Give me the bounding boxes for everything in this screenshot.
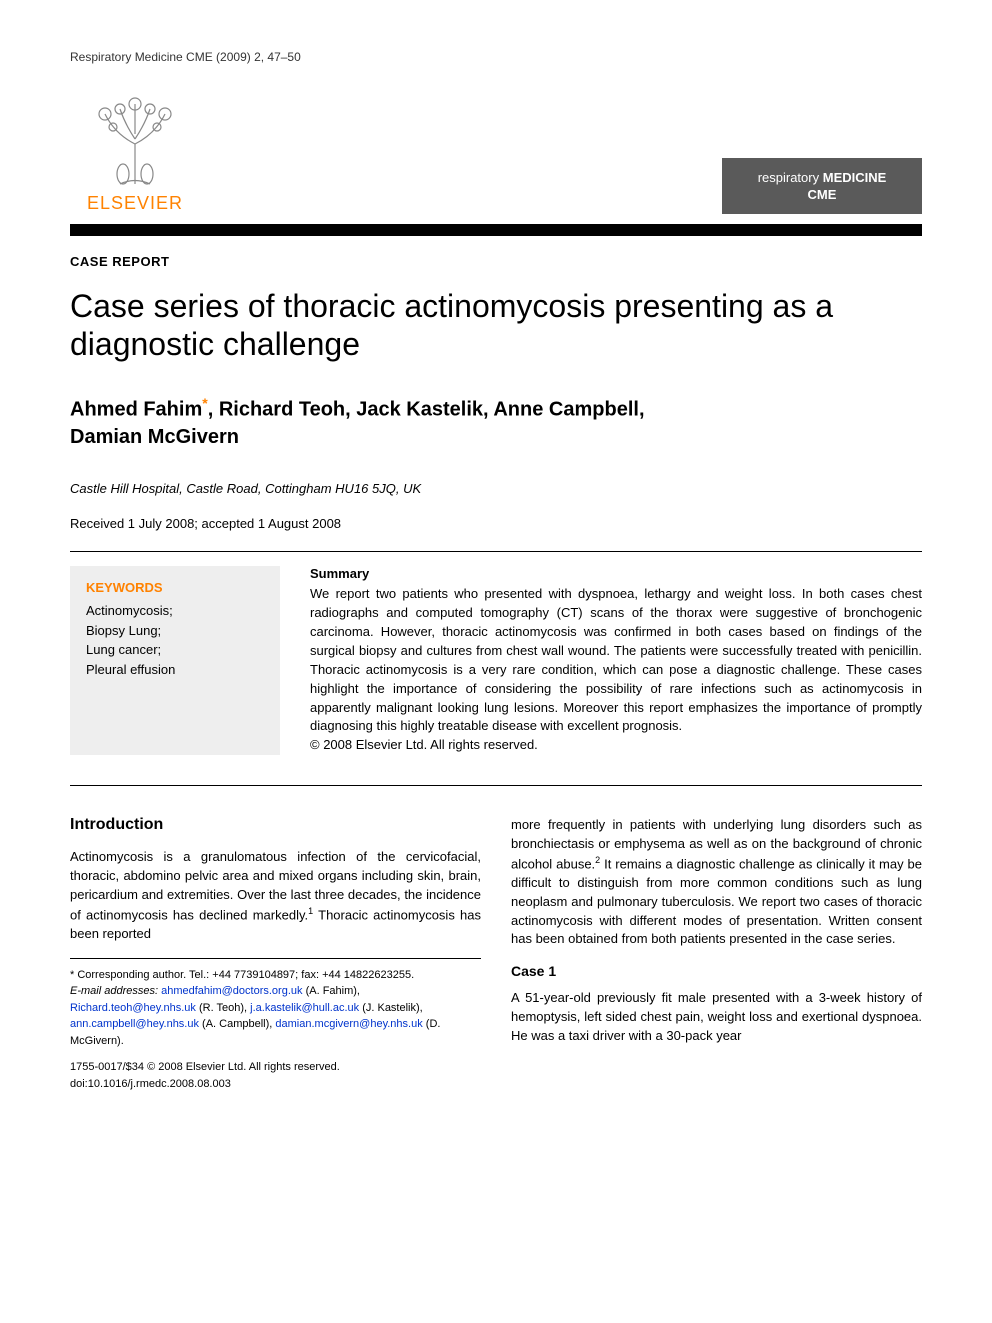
thick-rule bbox=[70, 224, 922, 236]
keyword-item: Pleural effusion bbox=[86, 660, 264, 680]
email-who: (R. Teoh), bbox=[199, 1002, 247, 1014]
article-dates: Received 1 July 2008; accepted 1 August … bbox=[70, 516, 922, 531]
summary-body: We report two patients who presented wit… bbox=[310, 586, 922, 733]
elsevier-tree-icon bbox=[85, 89, 185, 189]
journal-badge-cme: CME bbox=[742, 187, 902, 202]
left-column: Introduction Actinomycosis is a granulom… bbox=[70, 816, 481, 1092]
issn-line: 1755-0017/$34 © 2008 Elsevier Ltd. All r… bbox=[70, 1059, 481, 1076]
email-link[interactable]: j.a.kastelik@hull.ac.uk bbox=[250, 1002, 359, 1014]
corresponding-footnote: * Corresponding author. Tel.: +44 773910… bbox=[70, 967, 481, 984]
journal-badge-light: respiratory bbox=[758, 170, 819, 185]
email-link[interactable]: ahmedfahim@doctors.org.uk bbox=[161, 985, 302, 997]
keywords-box: KEYWORDS Actinomycosis; Biopsy Lung; Lun… bbox=[70, 566, 280, 755]
keyword-item: Lung cancer; bbox=[86, 640, 264, 660]
case1-paragraph: A 51-year-old previously fit male presen… bbox=[511, 989, 922, 1046]
email-link[interactable]: Richard.teoh@hey.nhs.uk bbox=[70, 1002, 196, 1014]
email-who: (A. Fahim), bbox=[306, 985, 360, 997]
affiliation: Castle Hill Hospital, Castle Road, Cotti… bbox=[70, 481, 922, 496]
keyword-item: Biopsy Lung; bbox=[86, 621, 264, 641]
email-label: E-mail addresses: bbox=[70, 985, 158, 997]
author-primary: Ahmed Fahim bbox=[70, 398, 202, 420]
case1-heading: Case 1 bbox=[511, 963, 922, 979]
running-header: Respiratory Medicine CME (2009) 2, 47–50 bbox=[70, 50, 922, 64]
email-who: (A. Campbell), bbox=[202, 1018, 272, 1030]
doi-line: doi:10.1016/j.rmedc.2008.08.003 bbox=[70, 1076, 481, 1093]
abstract-row: KEYWORDS Actinomycosis; Biopsy Lung; Lun… bbox=[70, 566, 922, 755]
summary-copyright: © 2008 Elsevier Ltd. All rights reserved… bbox=[310, 737, 538, 752]
publisher-name: ELSEVIER bbox=[87, 193, 183, 214]
authors-rest-2: Damian McGivern bbox=[70, 426, 239, 448]
summary-column: Summary We report two patients who prese… bbox=[310, 566, 922, 755]
summary-text: We report two patients who presented wit… bbox=[310, 585, 922, 755]
right-column: more frequently in patients with underly… bbox=[511, 816, 922, 1092]
keyword-item: Actinomycosis; bbox=[86, 601, 264, 621]
footnotes: * Corresponding author. Tel.: +44 773910… bbox=[70, 958, 481, 1093]
email-who: (J. Kastelik), bbox=[362, 1002, 423, 1014]
summary-heading: Summary bbox=[310, 566, 922, 581]
intro-heading: Introduction bbox=[70, 816, 481, 834]
keywords-heading: KEYWORDS bbox=[86, 580, 264, 595]
rule-above-abstract bbox=[70, 551, 922, 552]
intro-paragraph: Actinomycosis is a granulomatous infecti… bbox=[70, 848, 481, 944]
authors-rest-1: , Richard Teoh, Jack Kastelik, Anne Camp… bbox=[208, 398, 645, 420]
authors: Ahmed Fahim*, Richard Teoh, Jack Kasteli… bbox=[70, 394, 922, 452]
journal-badge-bold: MEDICINE bbox=[823, 170, 887, 185]
body-columns: Introduction Actinomycosis is a granulom… bbox=[70, 816, 922, 1092]
journal-badge: respiratory MEDICINE CME bbox=[722, 158, 922, 214]
email-link[interactable]: ann.campbell@hey.nhs.uk bbox=[70, 1018, 199, 1030]
publisher-logo-block: ELSEVIER bbox=[70, 89, 200, 214]
email-link[interactable]: damian.mcgivern@hey.nhs.uk bbox=[275, 1018, 422, 1030]
intro-continued: more frequently in patients with underly… bbox=[511, 816, 922, 949]
rule-below-abstract bbox=[70, 785, 922, 786]
article-type: CASE REPORT bbox=[70, 254, 922, 269]
article-title: Case series of thoracic actinomycosis pr… bbox=[70, 287, 922, 364]
brand-row: ELSEVIER respiratory MEDICINE CME bbox=[70, 89, 922, 214]
email-addresses: E-mail addresses: ahmedfahim@doctors.org… bbox=[70, 983, 481, 1049]
keywords-list: Actinomycosis; Biopsy Lung; Lung cancer;… bbox=[86, 601, 264, 679]
